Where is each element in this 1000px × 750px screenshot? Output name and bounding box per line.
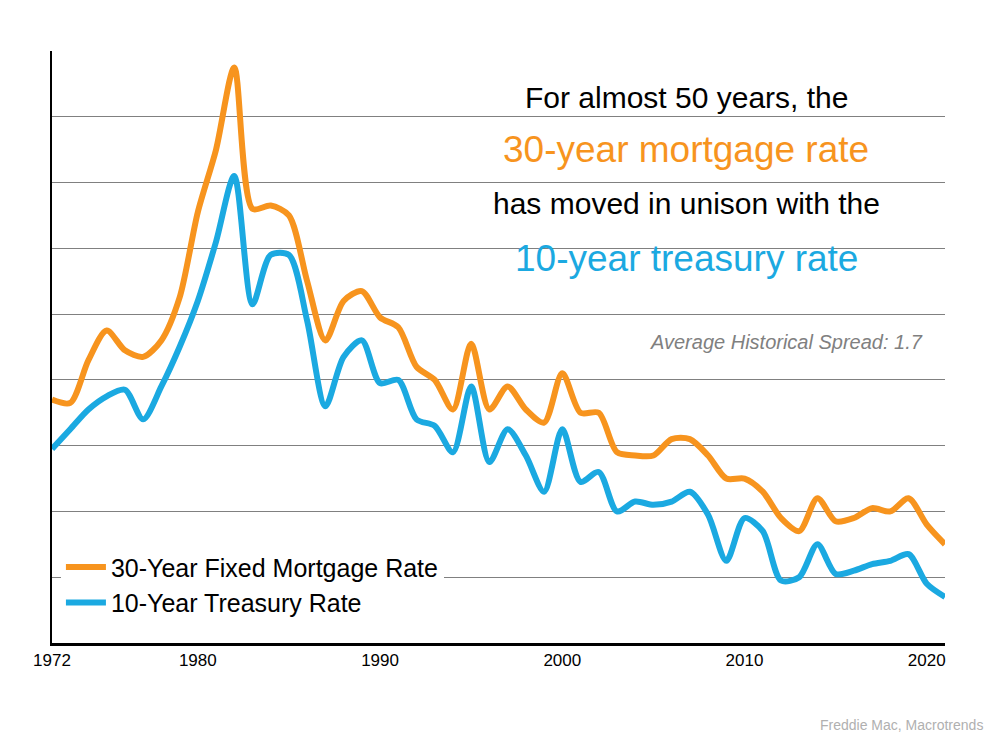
svg-text:30-Year Fixed Mortgage Rate: 30-Year Fixed Mortgage Rate xyxy=(111,554,438,582)
svg-text:For almost 50 years, the: For almost 50 years, the xyxy=(525,81,848,114)
svg-text:2000: 2000 xyxy=(543,651,581,670)
svg-text:10-Year Treasury Rate: 10-Year Treasury Rate xyxy=(111,589,362,617)
svg-text:has moved in unison with the: has moved in unison with the xyxy=(493,187,880,220)
svg-text:2020: 2020 xyxy=(908,651,946,670)
svg-text:2010: 2010 xyxy=(726,651,764,670)
svg-text:1990: 1990 xyxy=(361,651,399,670)
svg-text:10-year treasury rate: 10-year treasury rate xyxy=(515,238,858,279)
svg-text:Average Historical Spread: 1.7: Average Historical Spread: 1.7 xyxy=(650,331,923,353)
svg-text:1980: 1980 xyxy=(179,651,217,670)
svg-text:30-year mortgage rate: 30-year mortgage rate xyxy=(503,129,869,170)
svg-text:Freddie Mac, Macrotrends: Freddie Mac, Macrotrends xyxy=(820,717,983,733)
svg-text:1972: 1972 xyxy=(33,651,71,670)
